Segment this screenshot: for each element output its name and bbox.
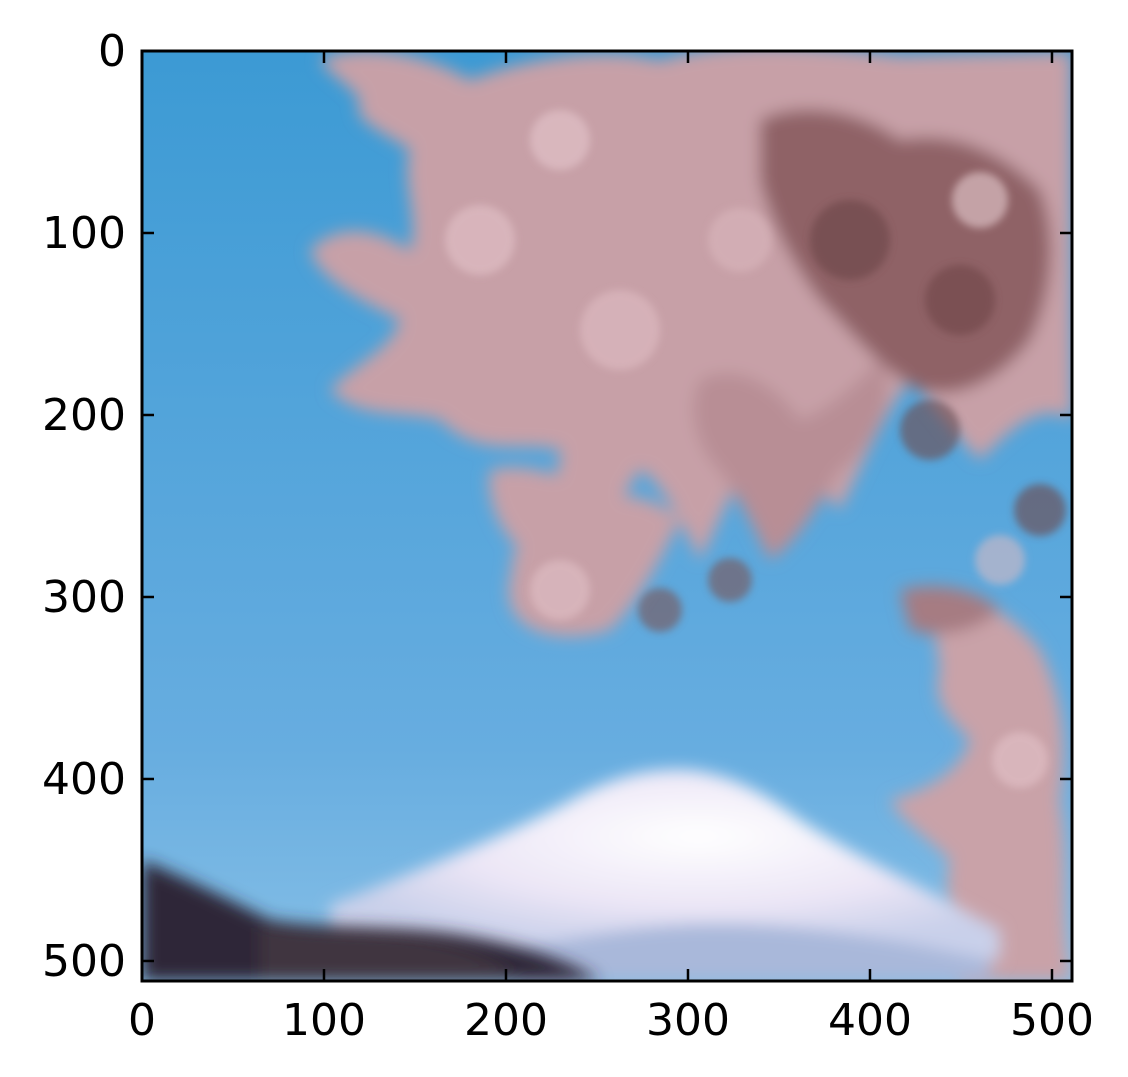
y-tick-label: 0 [98,26,126,77]
blossom-shadows [638,200,1066,632]
blossom-highlights [445,110,1048,788]
y-tick-label: 300 [42,572,126,623]
y-tick-label: 400 [42,754,126,805]
x-tick-label: 200 [464,995,548,1046]
x-tick-label: 0 [128,995,156,1046]
snowy-mountain [330,769,1000,981]
axes-frame [140,49,1074,983]
x-tick-label: 500 [1010,995,1094,1046]
x-tick-label: 300 [646,995,730,1046]
x-tick-label: 100 [282,995,366,1046]
y-tick-label: 100 [42,208,126,259]
dark-ridge [142,860,600,981]
x-axis: 0 100 200 300 400 500 [128,51,1094,1046]
y-tick-label: 200 [42,390,126,441]
x-tick-label: 400 [828,995,912,1046]
y-axis: 0 100 200 300 400 500 [42,26,1072,987]
y-tick-label: 500 [42,936,126,987]
photo [142,51,1072,981]
